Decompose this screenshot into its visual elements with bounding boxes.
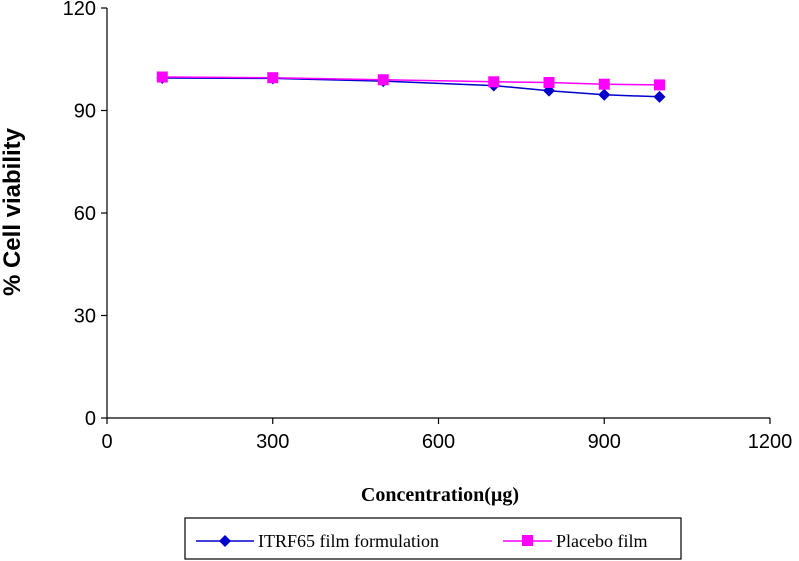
- data-point: [654, 79, 665, 91]
- plot-area: [106, 8, 770, 419]
- series-placebo: [156, 71, 665, 91]
- data-point: [543, 76, 555, 88]
- series-itrf65: [156, 72, 666, 103]
- legend-box: [184, 517, 682, 560]
- y-tick-label: 120: [63, 0, 96, 20]
- data-point: [377, 74, 389, 86]
- x-tick-label: 600: [422, 431, 455, 453]
- y-tick-label: 0: [85, 408, 96, 430]
- y-tick-label: 30: [74, 306, 96, 328]
- series-line: [162, 76, 660, 86]
- data-point: [598, 78, 610, 90]
- x-tick-label: 1200: [748, 431, 793, 453]
- y-tick-label: 60: [74, 203, 96, 225]
- x-tick-label: 900: [588, 431, 621, 453]
- x-axis-ticks: 0 300 600 900 1200: [101, 418, 792, 453]
- y-tick-label: 90: [74, 101, 96, 123]
- legend-label-itrf65: ITRF65 film formulation: [258, 531, 439, 551]
- y-axis-title: % Cell viability: [0, 127, 26, 296]
- legend-marker-placebo: [522, 535, 533, 546]
- y-axis-ticks: 0 30 60 90 120: [63, 0, 107, 430]
- x-tick-label: 0: [101, 431, 112, 453]
- data-point: [488, 76, 500, 88]
- data-point: [267, 72, 279, 84]
- data-point: [598, 88, 611, 101]
- x-axis-title: Concentration(µg): [361, 484, 519, 506]
- series-layer: [156, 71, 666, 103]
- x-tick-label: 300: [256, 431, 289, 453]
- legend-label-placebo: Placebo film: [556, 531, 647, 551]
- data-point: [156, 71, 168, 83]
- legend-marker-itrf65: [219, 535, 231, 547]
- data-point: [653, 90, 666, 103]
- legend: ITRF65 film formulation Placebo film: [184, 517, 682, 560]
